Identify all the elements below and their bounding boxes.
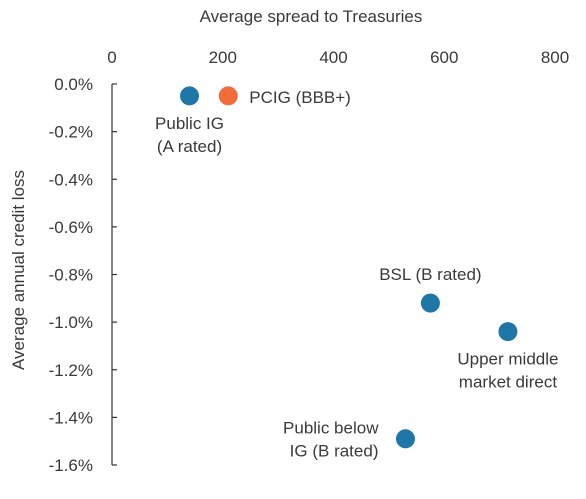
x-tick-label: 400 [319,48,347,67]
data-label: Public IG [155,114,224,133]
y-tick-label: -1.6% [49,456,93,475]
data-label: BSL (B rated) [379,265,481,284]
x-tick-labels: 0 200 400 600 800 [107,48,569,67]
data-label: (A rated) [157,137,222,156]
x-tick-label: 200 [209,48,237,67]
y-tick-label: -1.4% [49,408,93,427]
data-point [498,322,518,342]
data-label: PCIG (BBB+) [249,88,351,107]
y-tick-label: -0.4% [49,170,93,189]
data-label: Public below [283,418,379,437]
data-point [395,429,415,449]
data-point [420,293,440,313]
data-point [218,86,238,106]
data-points [180,86,518,449]
y-axis-title: Average annual credit loss [9,170,28,370]
x-tick-label: 600 [430,48,458,67]
data-labels: Public IG (A rated) PCIG (BBB+) BSL (B rate… [155,88,558,460]
y-tick-label: 0.0% [54,75,93,94]
x-tick-label: 800 [541,48,569,67]
axes [111,83,117,466]
x-axis-title: Average spread to Treasuries [200,7,423,26]
y-tick-label: -1.0% [49,313,93,332]
y-tick-label: -1.2% [49,361,93,380]
data-label: IG (B rated) [290,441,379,460]
y-tick-label: -0.2% [49,123,93,142]
y-tick-labels: 0.0% -0.2% -0.4% -0.6% -0.8% -1.0% -1.2% -1.4% -… [49,75,93,475]
data-label: market direct [459,373,558,392]
y-tick-label: -0.8% [49,266,93,285]
x-tick-label: 0 [107,48,116,67]
y-tick-label: -0.6% [49,218,93,237]
data-point [180,86,200,106]
data-label: Upper middle [457,350,558,369]
